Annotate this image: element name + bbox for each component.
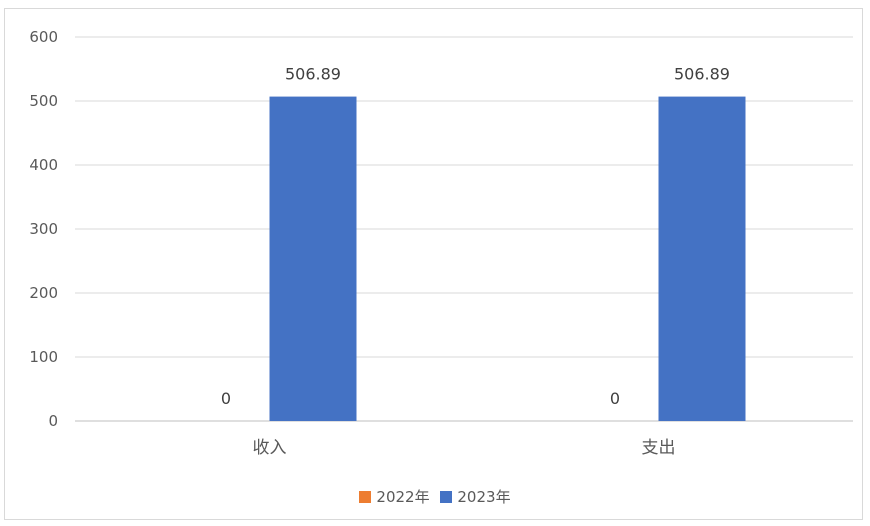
- x-category-label: 支出: [642, 438, 676, 458]
- y-tick-label: 600: [29, 28, 58, 46]
- y-tick-label: 400: [29, 156, 58, 174]
- data-label: 506.89: [285, 65, 341, 84]
- x-category-label: 收入: [253, 438, 287, 458]
- legend: 2022年 2023年: [0, 486, 870, 507]
- y-tick-label: 500: [29, 92, 58, 110]
- data-label: 0: [610, 389, 620, 408]
- legend-label-2023: 2023年: [457, 488, 511, 506]
- legend-label-2022: 2022年: [376, 488, 430, 506]
- y-tick-label: 0: [48, 412, 58, 430]
- legend-item-2023: 2023年: [440, 486, 511, 507]
- legend-swatch-2022: [359, 490, 372, 503]
- bar-1-1: [658, 96, 746, 422]
- y-tick-label: 100: [29, 348, 58, 366]
- y-tick-label: 200: [29, 284, 58, 302]
- bar-1-0: [269, 96, 357, 422]
- data-label: 506.89: [674, 65, 730, 84]
- legend-item-2022: 2022年: [359, 486, 430, 507]
- legend-swatch-2023: [440, 490, 453, 503]
- data-label: 0: [221, 389, 231, 408]
- y-tick-label: 300: [29, 220, 58, 238]
